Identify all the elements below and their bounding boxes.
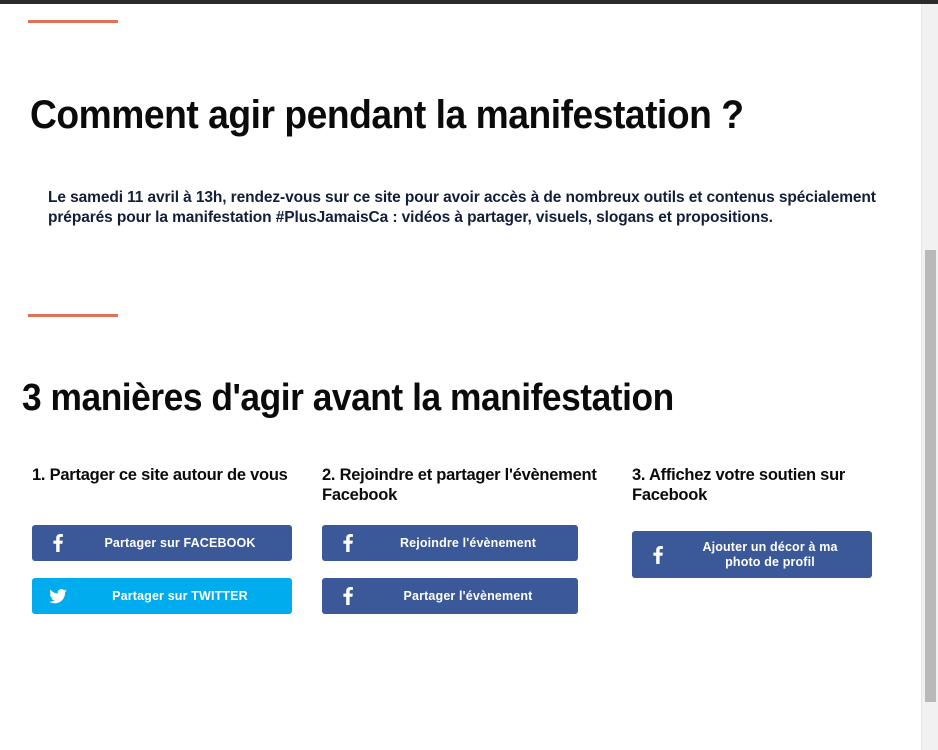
share-twitter-button-label: Partager sur TWITTER <box>112 588 248 603</box>
column-3-heading: 3. Affichez votre soutien sur Facebook <box>632 466 846 504</box>
add-profile-frame-button[interactable]: Ajouter un décor à ma photo de profil <box>632 531 872 578</box>
share-event-button[interactable]: Partager l'évènement <box>322 578 578 614</box>
add-profile-frame-button-label: Ajouter un décor à ma photo de profil <box>702 539 838 569</box>
button-spacer <box>32 561 292 578</box>
share-facebook-button[interactable]: Partager sur FACEBOOK <box>32 525 292 561</box>
facebook-icon <box>322 587 374 605</box>
accent-divider-top <box>28 20 118 23</box>
twitter-icon <box>32 588 84 604</box>
accent-divider-middle <box>28 314 118 317</box>
share-twitter-button[interactable]: Partager sur TWITTER <box>32 578 292 614</box>
action-columns: 1. Partager ce site autour de vous Parta… <box>0 466 921 614</box>
column-2-buttons: Rejoindre l'évènement Partager l'évèneme… <box>322 525 578 614</box>
join-event-button-label: Rejoindre l'évènement <box>399 535 537 550</box>
column-3-buttons: Ajouter un décor à ma photo de profil <box>632 531 872 578</box>
share-event-button-label: Partager l'évènement <box>403 588 533 603</box>
share-facebook-button-label: Partager sur FACEBOOK <box>104 535 256 550</box>
page-title: Comment agir pendant la manifestation ? <box>30 93 744 137</box>
column-1-buttons: Partager sur FACEBOOK Partager sur TWITT… <box>32 525 292 614</box>
join-event-button[interactable]: Rejoindre l'évènement <box>322 525 578 561</box>
facebook-icon <box>322 534 374 552</box>
section-one-body-text: Le samedi 11 avril à 13h, rendez-vous su… <box>48 189 876 226</box>
facebook-icon <box>32 534 84 552</box>
action-column-1: 1. Partager ce site autour de vous Parta… <box>0 466 310 614</box>
page-viewport: Comment agir pendant la manifestation ? … <box>0 4 921 750</box>
scrollbar-thumb[interactable] <box>925 250 936 702</box>
vertical-scrollbar[interactable] <box>921 4 938 750</box>
column-1-heading: 1. Partager ce site autour de vous <box>32 466 288 484</box>
action-column-2: 2. Rejoindre et partager l'évènement Fac… <box>310 466 618 614</box>
browser-top-bar <box>0 0 938 4</box>
action-column-3: 3. Affichez votre soutien sur Facebook A… <box>618 466 921 614</box>
column-2-heading: 2. Rejoindre et partager l'évènement Fac… <box>322 466 597 504</box>
section-two-title: 3 manières d'agir avant la manifestation <box>22 377 674 419</box>
button-spacer <box>322 561 578 578</box>
facebook-icon <box>632 545 684 564</box>
